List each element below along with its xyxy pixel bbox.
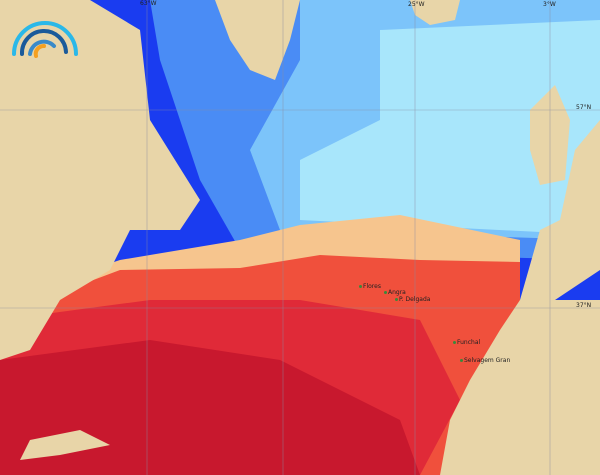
place-angra: Angra [384,289,406,296]
place-marker-icon [384,291,387,294]
place-marker-icon [359,285,362,288]
place-marker-icon [395,298,398,301]
place-p-delgada: P. Delgada [395,296,430,303]
place-selvagem-grande: Selvagem Gran [460,357,510,364]
land-north-america [0,0,200,360]
place-marker-icon [460,359,463,362]
lon-label: 3°W [543,1,556,8]
ocean-lighter [300,20,600,235]
lon-label: 63°W [140,0,157,7]
place-funchal: Funchal [453,339,480,346]
land-europe-africa [440,120,600,475]
lat-label: 57°N [576,104,592,111]
place-marker-icon [453,341,456,344]
lat-label: 37°N [576,302,592,309]
land-greenland [215,0,300,80]
ocean-hottest [0,340,420,475]
land-iceland [410,0,460,25]
place-flores: Flores [359,283,381,290]
lon-label: 25°W [408,1,425,8]
land-caribbean [20,430,110,460]
wave-arc-logo-icon [12,21,78,58]
